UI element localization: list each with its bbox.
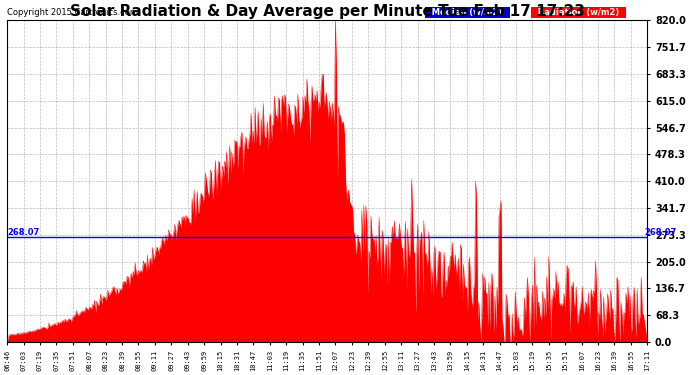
Title: Solar Radiation & Day Average per Minute Tue Feb 17 17:23: Solar Radiation & Day Average per Minute…	[70, 4, 584, 19]
Text: Median (w/m2): Median (w/m2)	[426, 8, 509, 17]
Text: 268.07: 268.07	[644, 228, 676, 237]
Text: Copyright 2015 Cartronics.com: Copyright 2015 Cartronics.com	[7, 8, 138, 17]
Text: Radiation (w/m2): Radiation (w/m2)	[532, 8, 625, 17]
Text: 268.07: 268.07	[8, 228, 40, 237]
